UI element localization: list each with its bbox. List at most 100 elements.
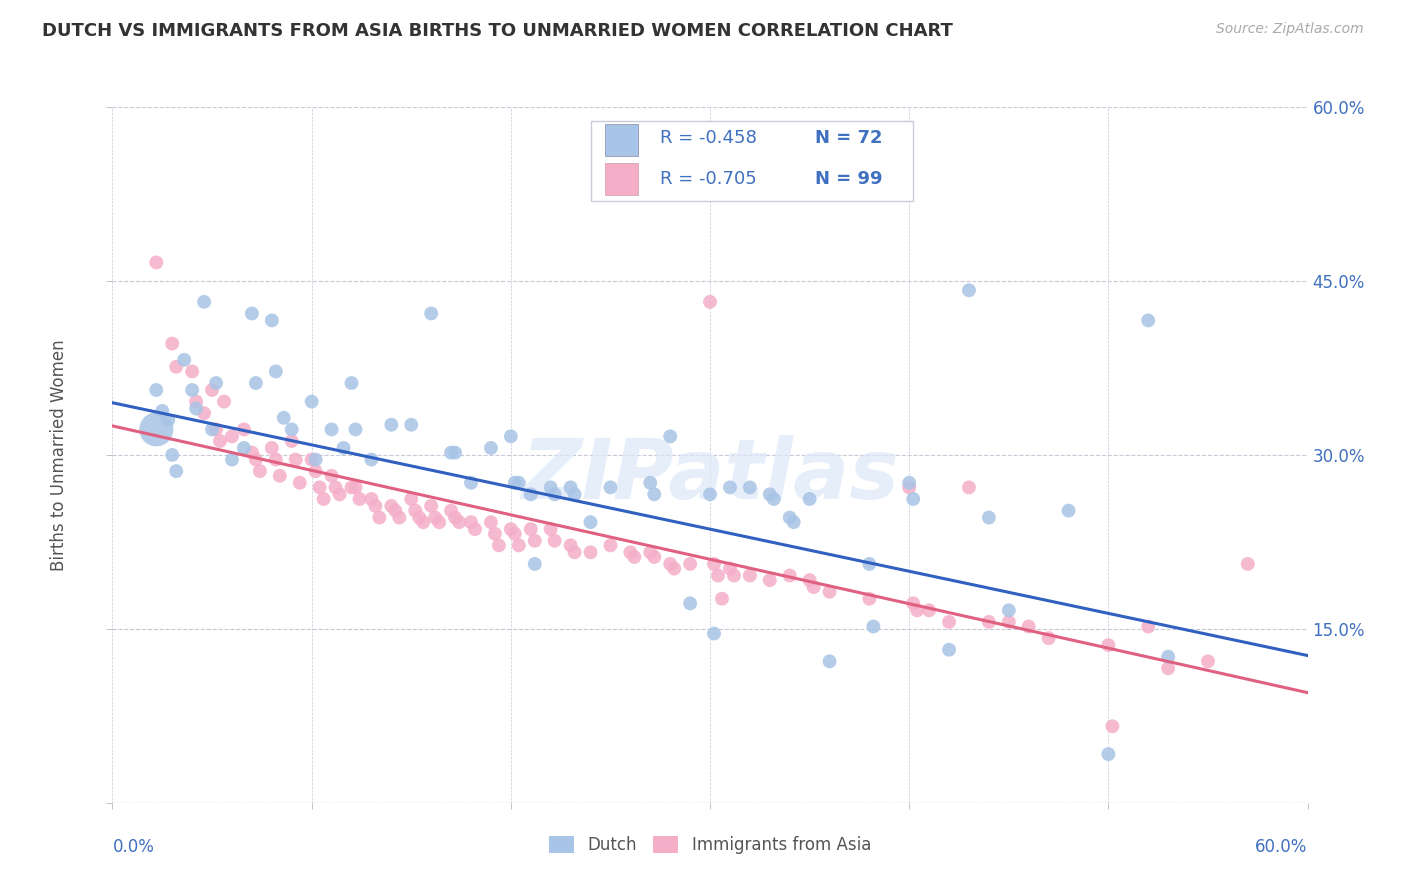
Point bbox=[1097, 747, 1119, 761]
Point bbox=[738, 568, 761, 582]
Point bbox=[1137, 313, 1160, 327]
Point bbox=[499, 429, 522, 443]
Point bbox=[759, 487, 782, 501]
Point bbox=[1057, 503, 1080, 517]
Point bbox=[560, 538, 582, 552]
Point bbox=[818, 654, 841, 668]
Text: DUTCH VS IMMIGRANTS FROM ASIA BIRTHS TO UNMARRIED WOMEN CORRELATION CHART: DUTCH VS IMMIGRANTS FROM ASIA BIRTHS TO … bbox=[42, 22, 953, 40]
Point bbox=[364, 499, 387, 513]
Text: R = -0.458: R = -0.458 bbox=[659, 128, 756, 147]
Point bbox=[1137, 619, 1160, 633]
Point bbox=[173, 352, 195, 367]
Point bbox=[759, 573, 782, 587]
Point bbox=[212, 394, 235, 409]
Point bbox=[301, 394, 323, 409]
Point bbox=[288, 475, 311, 490]
Point bbox=[699, 294, 721, 309]
Point bbox=[150, 404, 173, 418]
Point bbox=[898, 480, 921, 494]
Point bbox=[245, 376, 267, 390]
Point bbox=[460, 515, 482, 529]
Point bbox=[779, 568, 801, 582]
Point bbox=[420, 499, 443, 513]
Point bbox=[408, 510, 430, 524]
Point bbox=[145, 255, 167, 269]
Point bbox=[799, 491, 821, 506]
FancyBboxPatch shape bbox=[605, 124, 638, 156]
Point bbox=[165, 464, 187, 478]
Point bbox=[284, 452, 307, 467]
Point bbox=[1038, 631, 1060, 645]
Point bbox=[599, 480, 621, 494]
Point bbox=[779, 510, 801, 524]
Point bbox=[269, 468, 291, 483]
Point bbox=[638, 545, 662, 559]
Point bbox=[1237, 557, 1260, 571]
Point bbox=[564, 487, 586, 501]
Legend: Dutch, Immigrants from Asia: Dutch, Immigrants from Asia bbox=[543, 829, 877, 861]
Point bbox=[977, 510, 1000, 524]
FancyBboxPatch shape bbox=[605, 162, 638, 194]
Point bbox=[221, 452, 243, 467]
Point bbox=[181, 383, 204, 397]
Point bbox=[523, 533, 546, 548]
Point bbox=[938, 615, 960, 629]
Point bbox=[165, 359, 187, 374]
Point bbox=[738, 480, 761, 494]
Point bbox=[260, 313, 283, 327]
Point bbox=[479, 441, 502, 455]
Point bbox=[264, 364, 287, 378]
Point bbox=[520, 522, 543, 536]
Point bbox=[1157, 649, 1180, 664]
Point bbox=[579, 515, 602, 529]
Point bbox=[479, 515, 502, 529]
Point bbox=[762, 491, 785, 506]
Point bbox=[858, 557, 880, 571]
Point bbox=[723, 568, 745, 582]
Point bbox=[1197, 654, 1219, 668]
Text: N = 72: N = 72 bbox=[815, 128, 883, 147]
Point bbox=[440, 445, 463, 459]
Point bbox=[162, 336, 183, 351]
Point bbox=[404, 503, 426, 517]
Point bbox=[205, 422, 228, 436]
Point bbox=[205, 376, 228, 390]
Point bbox=[304, 464, 326, 478]
Point bbox=[344, 422, 367, 436]
Point bbox=[301, 452, 323, 467]
Point bbox=[340, 480, 363, 494]
Point bbox=[903, 491, 925, 506]
Point bbox=[321, 468, 343, 483]
Point bbox=[427, 515, 450, 529]
Point bbox=[579, 545, 602, 559]
FancyBboxPatch shape bbox=[591, 121, 914, 201]
Point bbox=[304, 452, 326, 467]
Point bbox=[799, 573, 821, 587]
Point bbox=[186, 401, 208, 416]
Point bbox=[412, 515, 434, 529]
Point bbox=[201, 383, 224, 397]
Point bbox=[488, 538, 510, 552]
Point bbox=[444, 445, 467, 459]
Point bbox=[998, 603, 1021, 617]
Point bbox=[240, 306, 263, 320]
Point bbox=[818, 584, 841, 599]
Text: N = 99: N = 99 bbox=[815, 169, 883, 187]
Point bbox=[508, 538, 530, 552]
Text: R = -0.705: R = -0.705 bbox=[659, 169, 756, 187]
Point bbox=[599, 538, 621, 552]
Point bbox=[679, 596, 702, 610]
Point bbox=[503, 526, 526, 541]
Point bbox=[1018, 619, 1040, 633]
Point bbox=[325, 480, 347, 494]
Point bbox=[460, 475, 482, 490]
Point bbox=[221, 429, 243, 443]
Point bbox=[186, 394, 208, 409]
Point bbox=[703, 626, 725, 640]
Point bbox=[543, 487, 565, 501]
Point bbox=[340, 376, 363, 390]
Point bbox=[233, 441, 256, 455]
Point bbox=[540, 480, 562, 494]
Point bbox=[643, 487, 665, 501]
Point bbox=[903, 596, 925, 610]
